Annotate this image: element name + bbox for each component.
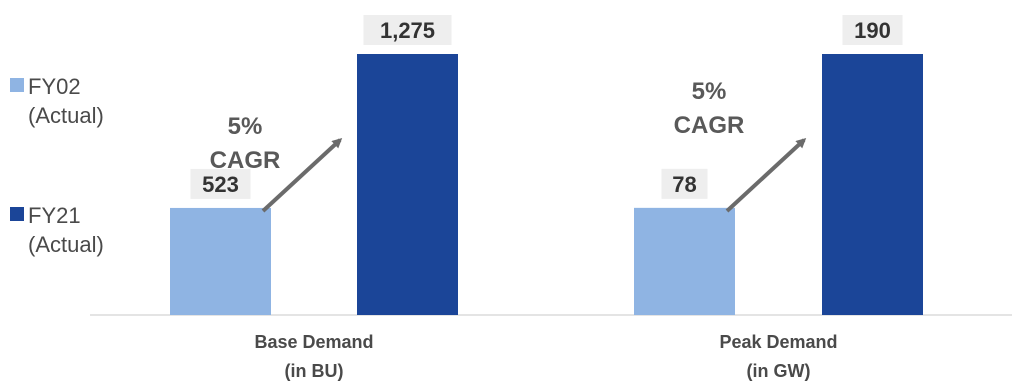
data-label-box-1-2 — [363, 15, 452, 45]
legend-label-fy21-line1: FY21 — [28, 203, 81, 228]
bar-1-1 — [170, 207, 271, 315]
category-label-2-line1: Peak Demand — [719, 332, 837, 352]
bar-2-2 — [822, 54, 923, 315]
growth-arrow-2 — [725, 137, 807, 213]
legend-label-fy02-line1: FY02 — [28, 74, 81, 99]
growth-arrow-1 — [261, 137, 343, 213]
category-label-2-line2: (in GW) — [747, 361, 811, 381]
bar-2-1 — [634, 207, 735, 315]
data-label-2-1: 78 — [672, 172, 696, 197]
cagr-label-2-line2: CAGR — [674, 112, 745, 139]
data-label-2-2: 190 — [854, 18, 891, 43]
data-label-1-2: 1,275 — [380, 18, 435, 43]
category-label-1-line2: (in BU) — [285, 361, 344, 381]
category-label-1-line1: Base Demand — [254, 332, 373, 352]
cagr-label-1-line2: CAGR — [210, 147, 281, 174]
data-label-box-1-1 — [190, 168, 251, 199]
legend-item-fy21: FY21 (Actual) — [10, 201, 104, 259]
legend-label-fy02-line2: (Actual) — [28, 103, 104, 128]
legend-swatch-fy02 — [10, 78, 24, 92]
legend-label-fy02: FY02 (Actual) — [28, 72, 104, 130]
data-label-1-1: 523 — [202, 172, 239, 197]
bar-1-2 — [357, 54, 458, 315]
legend-label-fy21-line2: (Actual) — [28, 232, 104, 257]
legend-swatch-fy21 — [10, 207, 24, 221]
cagr-label-1-line1: 5% — [228, 113, 263, 140]
legend-label-fy21: FY21 (Actual) — [28, 201, 104, 259]
legend-item-fy02: FY02 (Actual) — [10, 72, 104, 130]
data-label-box-2-1 — [661, 168, 708, 199]
cagr-label-2-line1: 5% — [692, 78, 727, 105]
data-label-box-2-2 — [842, 15, 903, 45]
